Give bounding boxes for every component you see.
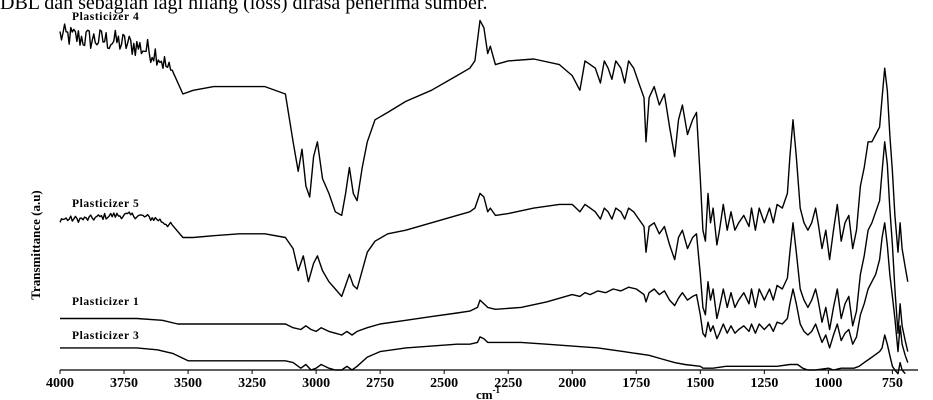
x-tick-label: 1750 bbox=[622, 376, 650, 391]
x-tick-label: 750 bbox=[882, 376, 903, 391]
x-tick-label: 3000 bbox=[302, 376, 330, 391]
x-tick-label: 3250 bbox=[238, 376, 266, 391]
series-line-plasticizer-1 bbox=[60, 222, 909, 363]
x-tick-label: 3500 bbox=[174, 376, 202, 391]
y-axis-title: Transmittance (a.u) bbox=[28, 190, 43, 300]
x-tick-label: 2750 bbox=[366, 376, 394, 391]
header-text: DBL dan sebagian lagi hilang (loss) dira… bbox=[0, 0, 488, 14]
x-tick-label: 2000 bbox=[558, 376, 586, 391]
series-line-plasticizer-4 bbox=[59, 19, 909, 282]
series-label-plasticizer-1: Plasticizer 1 bbox=[72, 296, 139, 308]
x-tick-label: 1000 bbox=[814, 376, 842, 391]
tick-layer: 4000 3750 3500 3250 3000 2750 2500 2250 2000 1750… bbox=[46, 370, 903, 391]
series-label-plasticizer-3: Plasticizer 3 bbox=[72, 330, 139, 342]
x-tick-label: 1500 bbox=[686, 376, 714, 391]
x-tick-label: 4000 bbox=[46, 376, 74, 391]
x-tick-label: 1250 bbox=[750, 376, 778, 391]
x-axis-title: cm-1 bbox=[476, 385, 501, 400]
x-tick-label: 2500 bbox=[430, 376, 458, 391]
x-tick-label: 2250 bbox=[494, 376, 522, 391]
series-layer bbox=[59, 19, 909, 375]
series-label-plasticizer-5: Plasticizer 5 bbox=[72, 198, 139, 210]
series-line-plasticizer-3 bbox=[60, 334, 906, 375]
series-label-plasticizer-4: Plasticizer 4 bbox=[72, 11, 139, 23]
x-tick-label: 3750 bbox=[110, 376, 138, 391]
series-line-plasticizer-5 bbox=[59, 141, 909, 352]
